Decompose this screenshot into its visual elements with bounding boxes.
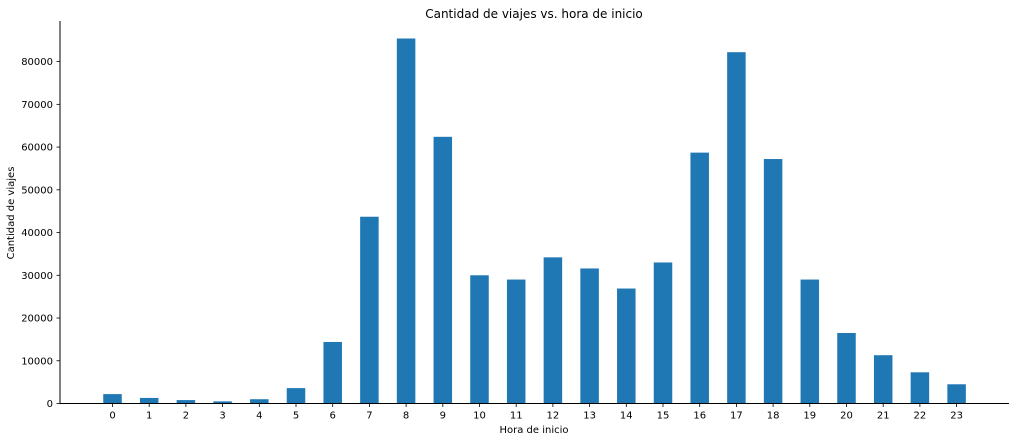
chart-title: Cantidad de viajes vs. hora de inicio	[425, 7, 643, 21]
bar-hour-6	[323, 341, 342, 404]
bar-hour-0	[103, 394, 122, 404]
bar-hour-12	[543, 257, 563, 404]
bar-hour-19	[800, 279, 820, 404]
x-tick-label: 8	[403, 411, 409, 422]
bar-hour-15	[653, 262, 673, 404]
x-tick-label: 6	[330, 411, 336, 422]
y-tick-label: 80000	[21, 57, 53, 68]
x-tick-label: 23	[950, 411, 963, 422]
x-tick-label: 15	[657, 411, 670, 422]
bar-hour-23	[947, 384, 966, 404]
bar-hour-4	[250, 399, 269, 404]
y-tick-label: 50000	[21, 185, 53, 196]
y-tick-label: 30000	[21, 271, 53, 282]
y-tick-label: 20000	[21, 314, 53, 325]
x-tick-label: 1	[146, 411, 152, 422]
x-axis-ticks: 0 1 2 3 4 5 6 7 8 9 10 11 12 13 14 15 16 17 18 19 20 21 22 23	[109, 403, 963, 422]
bar-hour-18	[763, 159, 783, 404]
x-tick-label: 20	[840, 411, 853, 422]
x-tick-label: 0	[109, 411, 115, 422]
bar-hour-9	[433, 136, 453, 404]
y-tick-label: 60000	[21, 143, 53, 154]
x-tick-label: 3	[219, 411, 225, 422]
x-tick-label: 13	[583, 411, 596, 422]
bar-hour-2	[176, 400, 196, 404]
y-tick-label: 70000	[21, 100, 53, 111]
x-tick-label: 17	[730, 411, 743, 422]
x-tick-label: 21	[877, 411, 890, 422]
x-tick-label: 11	[510, 411, 523, 422]
bar-hour-22	[910, 372, 930, 404]
bar-hour-16	[690, 152, 709, 404]
x-tick-label: 2	[183, 411, 189, 422]
y-tick-label: 0	[47, 399, 53, 410]
x-tick-label: 14	[620, 411, 633, 422]
bar-hour-11	[506, 279, 526, 404]
x-tick-label: 18	[767, 411, 780, 422]
bar-hour-8	[396, 38, 416, 404]
y-tick-label: 10000	[21, 356, 53, 367]
bar-hour-20	[837, 332, 856, 404]
x-tick-label: 4	[256, 411, 262, 422]
x-tick-label: 12	[547, 411, 560, 422]
x-tick-label: 19	[803, 411, 816, 422]
x-tick-label: 5	[293, 411, 299, 422]
y-axis-ticks: 0 10000 20000 30000 40000 50000 60000 70000 8000…	[21, 57, 60, 410]
x-axis-label: Hora de inicio	[499, 425, 568, 436]
x-tick-label: 16	[693, 411, 706, 422]
bar-hour-17	[727, 52, 746, 404]
x-tick-label: 7	[366, 411, 372, 422]
bar-hour-1	[139, 397, 159, 404]
bar-hour-21	[873, 355, 893, 404]
bar-hour-7	[360, 216, 379, 404]
bar-hour-3	[213, 401, 232, 404]
bar-hour-13	[580, 268, 599, 404]
y-tick-label: 40000	[21, 228, 53, 239]
x-tick-label: 10	[473, 411, 486, 422]
x-tick-label: 22	[914, 411, 927, 422]
bar-hour-5	[286, 388, 306, 404]
bar-hour-10	[470, 275, 489, 404]
x-tick-label: 9	[440, 411, 446, 422]
y-axis-label: Cantidad de viajes	[6, 167, 17, 260]
bars-group	[103, 38, 966, 404]
bar-hour-14	[617, 288, 636, 404]
